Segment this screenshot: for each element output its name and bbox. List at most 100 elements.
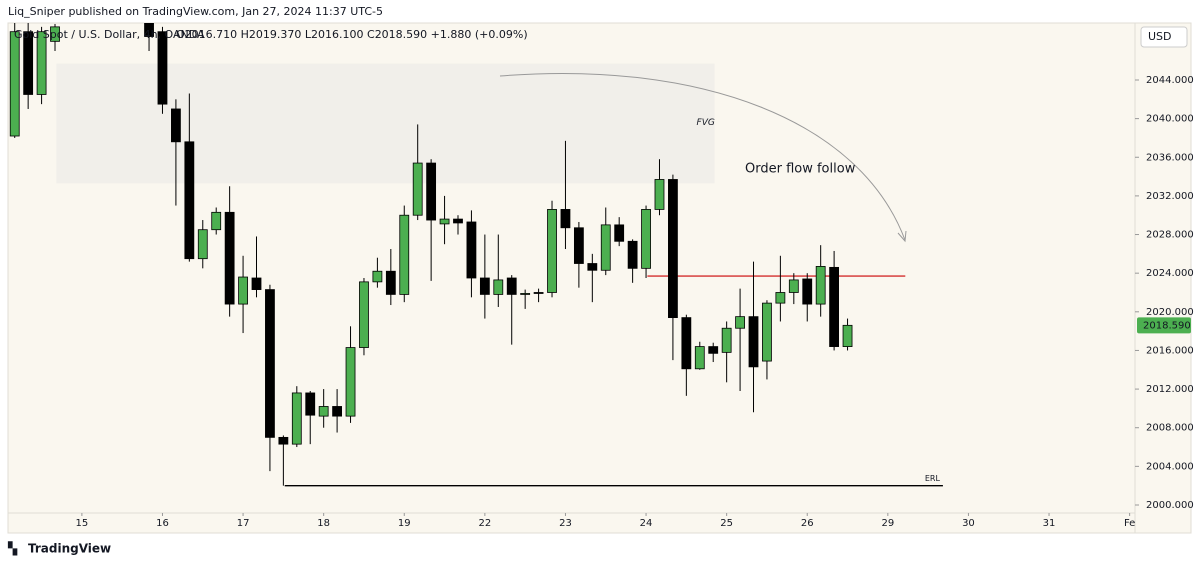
candle-body — [412, 162, 423, 216]
x-tick-label: 25 — [720, 518, 733, 529]
candle-body — [815, 266, 826, 305]
candle-body — [36, 31, 47, 95]
candle-body — [23, 31, 34, 95]
candle-body — [466, 221, 477, 279]
plot — [9, 23, 943, 487]
y-tick-label: 2008.000 — [1146, 423, 1194, 434]
x-tick-label: 24 — [640, 518, 653, 529]
candle-body — [788, 279, 799, 293]
zone — [56, 63, 715, 184]
y-tick-label: 2036.000 — [1146, 152, 1194, 163]
candle-body — [654, 179, 665, 210]
candle-body — [144, 23, 154, 37]
candle-body — [721, 327, 732, 353]
last-price-box — [1137, 317, 1191, 334]
candle-body — [211, 211, 222, 231]
candle-body — [305, 392, 316, 416]
candle-body — [426, 162, 437, 221]
y-tick-label: 2040.000 — [1146, 114, 1194, 125]
y-tick-label: 2032.000 — [1146, 191, 1194, 202]
candle-body — [668, 179, 678, 319]
candle-body — [587, 263, 598, 271]
candle-body — [829, 266, 840, 347]
candle-body — [506, 277, 517, 295]
candle-body — [479, 277, 490, 295]
y-tick-label: 2012.000 — [1146, 384, 1194, 395]
footer: TradingView — [28, 542, 111, 556]
candle-body — [399, 214, 410, 295]
y-tick-label: 2020.000 — [1146, 307, 1194, 318]
candle-body — [332, 406, 343, 417]
candle-body — [251, 277, 262, 290]
publisher: Liq_Sniper published on TradingView.com,… — [8, 5, 383, 18]
candle-body — [171, 108, 181, 143]
candle-body — [385, 270, 396, 295]
candle-body — [842, 324, 853, 347]
candle-body — [748, 316, 759, 368]
candle-body — [197, 229, 208, 260]
y-tick-label: 2028.000 — [1146, 230, 1194, 241]
zone-label: FVG — [697, 118, 715, 128]
candle-body — [600, 224, 611, 271]
candle-body — [493, 279, 504, 295]
candle-body — [627, 240, 638, 269]
x-tick-label: 30 — [962, 518, 975, 529]
candle-body — [708, 346, 719, 354]
candle-body — [547, 209, 557, 293]
candle-body — [265, 289, 275, 438]
x-tick-label: 19 — [398, 518, 411, 529]
candle-body — [318, 406, 329, 417]
candle-body — [775, 292, 786, 304]
candle-body — [345, 347, 356, 417]
currency[interactable]: USD — [1148, 30, 1172, 43]
candle-body — [533, 292, 544, 294]
x-tick-label: 22 — [478, 518, 491, 529]
candle-body — [762, 302, 772, 362]
y-tick-label: 2004.000 — [1146, 461, 1194, 472]
candle-body — [681, 317, 692, 370]
y-tick-label: 2000.000 — [1146, 500, 1194, 511]
candle-body — [439, 218, 450, 225]
y-tick-label: 2016.000 — [1146, 345, 1194, 356]
level-label: ERL — [925, 474, 941, 483]
candle-body — [359, 281, 369, 348]
ohlc: O2016.710 H2019.370 L2016.100 C2018.590 … — [176, 28, 528, 41]
x-tick-label: 18 — [317, 518, 330, 529]
candle-body — [278, 436, 289, 445]
x-tick-label: 17 — [237, 518, 250, 529]
x-tick-label: 26 — [801, 518, 814, 529]
y-tick-label: 2044.000 — [1146, 75, 1194, 86]
x-tick-label: Fe — [1124, 518, 1135, 529]
y-tick-label: 2024.000 — [1146, 268, 1194, 279]
candle-body — [641, 209, 651, 269]
candle-body — [224, 211, 235, 305]
candle-body — [372, 270, 383, 283]
x-tick-label: 29 — [881, 518, 894, 529]
candle-body — [802, 278, 813, 305]
candle-body — [238, 276, 248, 305]
x-tick-label: 23 — [559, 518, 572, 529]
chart-title: Gold Spot / U.S. Dollar, 4h, OANDA — [14, 28, 205, 41]
candle-body — [735, 316, 745, 329]
currency-button[interactable] — [1140, 26, 1188, 48]
candle-body — [614, 224, 625, 242]
candle-body — [694, 346, 705, 370]
candle-body — [50, 26, 60, 42]
candle-body — [291, 392, 302, 445]
last-price-label: 2018.590 — [1143, 320, 1191, 331]
logo-mark: ▚ — [7, 541, 18, 556]
x-tick-label: 16 — [156, 518, 169, 529]
x-tick-label: 31 — [1043, 518, 1056, 529]
annotation: Order flow follow — [745, 162, 856, 177]
candle-body — [184, 141, 195, 260]
candle-body — [560, 209, 571, 229]
candle-body — [520, 293, 531, 295]
arrow-head — [897, 230, 907, 243]
candle-body — [573, 227, 584, 264]
x-tick-label: 15 — [76, 518, 89, 529]
candle-body — [9, 31, 20, 137]
candle-body — [453, 218, 463, 224]
arrow — [499, 73, 906, 241]
candle-body — [157, 31, 168, 105]
